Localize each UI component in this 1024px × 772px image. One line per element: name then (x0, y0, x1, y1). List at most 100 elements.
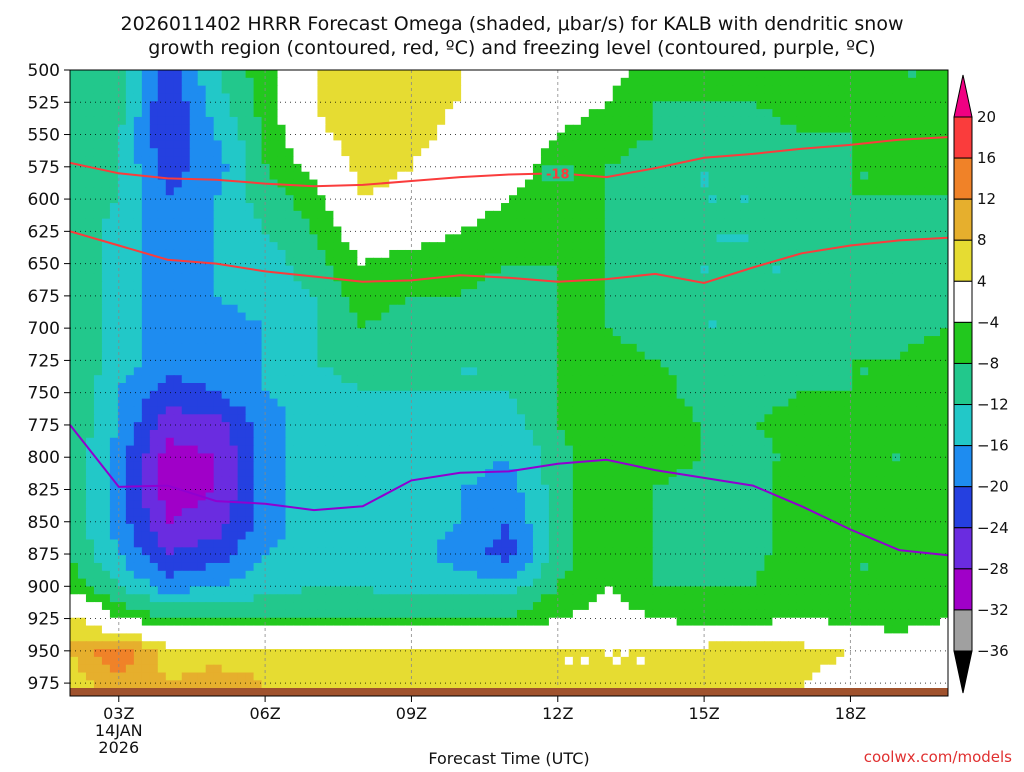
omega-cell (269, 351, 279, 361)
omega-cell (221, 203, 231, 212)
omega-cell (916, 101, 925, 110)
omega-cell (836, 148, 845, 157)
omega-cell (325, 265, 334, 275)
omega-cell (165, 140, 175, 149)
omega-cell (652, 281, 662, 290)
omega-cell (516, 70, 526, 79)
omega-cell (189, 273, 199, 282)
omega-cell (261, 163, 271, 173)
omega-cell (461, 265, 470, 275)
omega-cell (772, 273, 781, 282)
omega-cell (165, 390, 175, 400)
omega-cell (245, 312, 255, 321)
omega-cell (261, 336, 271, 345)
omega-cell (796, 140, 805, 149)
omega-cell (668, 148, 678, 157)
omega-cell (501, 406, 510, 415)
omega-cell (900, 124, 909, 134)
omega-cell (285, 163, 295, 173)
omega-cell (644, 203, 654, 212)
omega-cell (692, 132, 702, 142)
omega-cell (285, 195, 295, 204)
omega-cell (716, 77, 726, 87)
omega-cell (636, 109, 646, 118)
omega-cell (357, 398, 366, 408)
omega-cell (285, 336, 295, 345)
omega-cell (277, 218, 287, 228)
omega-cell (892, 93, 901, 102)
omega-cell (708, 116, 718, 126)
omega-cell (548, 257, 558, 267)
omega-cell (389, 187, 398, 196)
omega-cell (397, 328, 406, 337)
omega-cell (572, 77, 582, 87)
omega-cell (820, 249, 829, 259)
omega-cell (540, 124, 550, 134)
omega-cell (516, 218, 526, 228)
omega-cell (293, 336, 303, 345)
omega-cell (668, 70, 678, 79)
omega-cell (485, 242, 494, 251)
omega-cell (221, 179, 231, 188)
omega-cell (173, 101, 183, 110)
omega-cell (493, 249, 502, 259)
omega-cell (141, 375, 151, 384)
omega-cell (261, 320, 271, 329)
omega-cell (141, 281, 151, 290)
omega-cell (636, 414, 646, 423)
omega-cell (748, 195, 758, 204)
omega-cell (804, 93, 813, 102)
omega-cell (205, 383, 215, 392)
omega-cell (349, 210, 358, 220)
omega-cell (548, 398, 558, 408)
omega-cell (189, 422, 199, 431)
omega-cell (700, 383, 710, 392)
omega-cell (596, 343, 606, 353)
omega-cell (660, 398, 670, 408)
omega-cell (620, 328, 630, 337)
omega-cell (516, 101, 526, 110)
omega-cell (205, 187, 215, 196)
omega-cell (788, 210, 797, 220)
omega-cell (684, 273, 694, 282)
omega-cell (77, 390, 87, 400)
omega-cell (277, 406, 287, 415)
omega-cell (357, 296, 366, 306)
omega-cell (524, 312, 534, 321)
omega-cell (540, 383, 550, 392)
omega-cell (708, 226, 718, 235)
omega-cell (133, 187, 143, 196)
omega-cell (421, 265, 430, 275)
omega-cell (197, 210, 207, 220)
omega-cell (756, 406, 766, 415)
omega-cell (844, 312, 853, 321)
omega-cell (389, 156, 398, 165)
omega-cell (237, 367, 247, 376)
omega-cell (221, 101, 231, 110)
omega-cell (293, 383, 303, 392)
omega-cell (365, 124, 374, 134)
omega-cell (285, 242, 295, 251)
omega-cell (572, 289, 582, 298)
omega-cell (101, 320, 111, 329)
omega-cell (133, 156, 143, 165)
omega-cell (732, 70, 742, 79)
omega-cell (708, 304, 718, 314)
omega-cell (133, 328, 143, 337)
omega-cell (389, 93, 398, 102)
omega-cell (684, 187, 694, 196)
omega-cell (189, 70, 199, 79)
omega-cell (293, 179, 303, 188)
omega-cell (229, 312, 239, 321)
omega-cell (900, 93, 909, 102)
omega-cell (93, 398, 103, 408)
omega-cell (381, 101, 390, 110)
omega-cell (149, 359, 159, 368)
omega-cell (556, 218, 566, 228)
omega-cell (501, 336, 510, 345)
omega-cell (908, 249, 917, 259)
omega-cell (516, 203, 526, 212)
omega-cell (133, 242, 143, 251)
omega-cell (437, 351, 446, 361)
omega-cell (684, 132, 694, 142)
